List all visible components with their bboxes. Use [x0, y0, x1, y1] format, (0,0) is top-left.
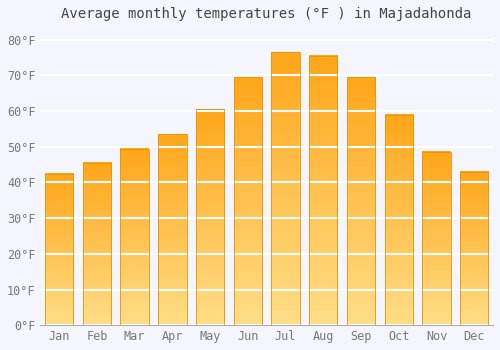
Bar — [45, 174, 74, 325]
Bar — [384, 115, 413, 325]
Bar — [120, 149, 149, 325]
Bar — [422, 152, 450, 325]
Bar — [460, 172, 488, 325]
Bar — [234, 77, 262, 325]
Bar — [158, 134, 186, 325]
Bar — [196, 109, 224, 325]
Bar — [83, 163, 111, 325]
Bar — [272, 52, 299, 325]
Bar — [309, 56, 338, 325]
Bar — [347, 77, 375, 325]
Title: Average monthly temperatures (°F ) in Majadahonda: Average monthly temperatures (°F ) in Ma… — [62, 7, 472, 21]
